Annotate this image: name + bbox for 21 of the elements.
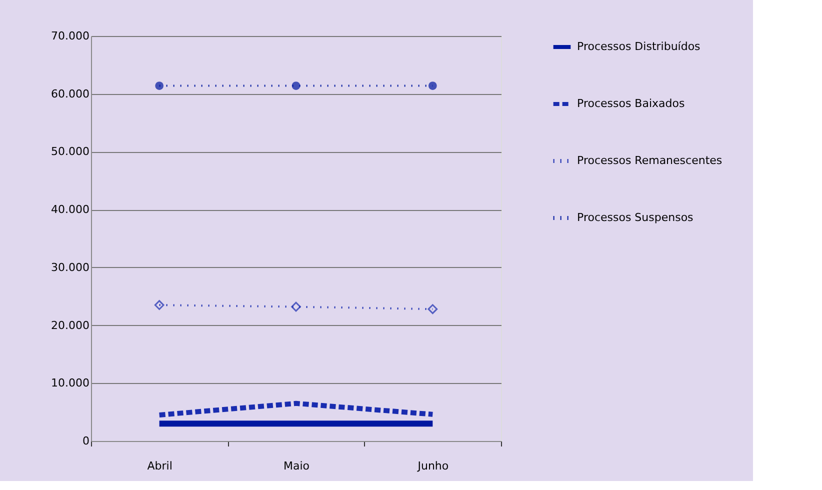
y-tick-label: 40.000 [51, 203, 90, 216]
point [428, 82, 437, 90]
point [291, 302, 301, 312]
y-tick-label: 70.000 [51, 30, 90, 42]
point [292, 82, 300, 90]
y-tick-label: 30.000 [51, 260, 90, 274]
y-tick-label: 0 [82, 434, 90, 448]
point [428, 304, 438, 314]
y-tick-label: 20.000 [51, 318, 90, 332]
point [154, 300, 164, 310]
x-tick-label: Junho [416, 460, 449, 472]
legend-label: Processos Remanescentes [577, 154, 722, 167]
y-tick-label: 60.000 [51, 87, 90, 100]
x-tick-label: Abril [147, 460, 172, 472]
y-tick-label: 10.000 [51, 376, 90, 390]
legend-label: Processos Distribuídos [577, 40, 701, 53]
x-tick-label: Maio [283, 460, 310, 472]
point [155, 82, 164, 90]
legend-label: Processos Suspensos [577, 211, 694, 224]
y-tick-label: 50.000 [51, 145, 90, 158]
legend-label: Processos Baixados [577, 97, 685, 110]
